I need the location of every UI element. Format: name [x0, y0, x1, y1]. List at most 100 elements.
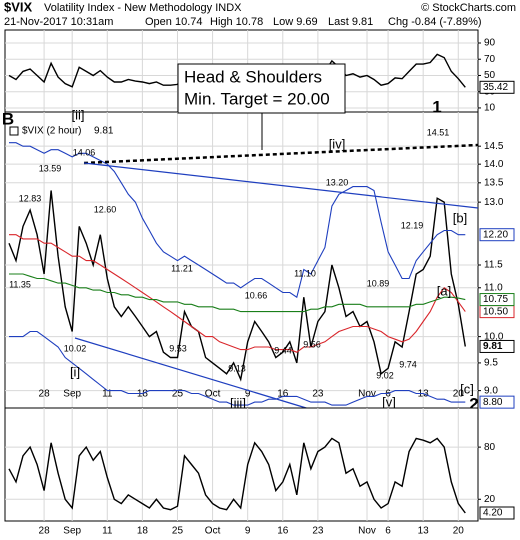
annotation: [ii] — [72, 107, 85, 122]
annotation: 12.83 — [19, 193, 42, 203]
trendline — [83, 162, 479, 209]
x-tick-label: 11 — [102, 389, 113, 400]
annotation: [iii] — [230, 395, 246, 410]
annotation: 2 — [469, 394, 478, 413]
annotation: [iv] — [329, 136, 346, 151]
callout-box — [177, 63, 346, 114]
y-tick-label: 20 — [484, 494, 496, 505]
annotation: 9.56 — [303, 339, 321, 349]
y-tick-label: 9.0 — [484, 385, 498, 396]
x-tick-label: 18 — [137, 526, 149, 537]
annotation: [i] — [70, 364, 80, 379]
legend-value: 9.81 — [94, 126, 114, 137]
y-tick-label: 80 — [484, 442, 496, 453]
last-value-box — [479, 80, 515, 94]
x-tick-label: 6 — [385, 389, 391, 400]
annotation: 1 — [432, 97, 441, 116]
y-tick-label: 14.5 — [484, 141, 504, 152]
series-line — [9, 234, 466, 353]
last-value-box — [479, 293, 515, 307]
callout-text: Head & Shoulders — [184, 67, 322, 86]
annotation: [a] — [437, 283, 451, 298]
annotation: 14.06 — [73, 147, 96, 157]
credit: © StockCharts.com — [421, 2, 516, 14]
series-line — [9, 330, 466, 406]
series-line — [9, 142, 466, 299]
last-value-label: 9.81 — [483, 341, 503, 352]
high: High 10.78 — [210, 16, 263, 28]
symbol: $VIX — [4, 0, 33, 14]
open: Open 10.74 — [145, 16, 203, 28]
y-tick-label: 70 — [484, 54, 496, 65]
last-value-label: 12.20 — [483, 229, 508, 240]
last-value-label: 8.80 — [483, 397, 503, 408]
last-value-box — [479, 395, 515, 409]
last-value-label: 10.50 — [483, 306, 508, 317]
annotation: 11.10 — [294, 268, 316, 278]
annotation: 9.02 — [376, 370, 394, 380]
x-tick-label: 25 — [172, 389, 184, 400]
low: Low 9.69 — [273, 16, 318, 28]
timestamp: 21-Nov-2017 10:31am — [4, 16, 113, 28]
x-tick-label: Sep — [63, 389, 81, 400]
x-tick-label: Nov — [358, 389, 376, 400]
annotation: [c] — [460, 381, 474, 396]
y-tick-label: 90 — [484, 38, 496, 49]
index-name: Volatility Index - New Methodology INDX — [44, 2, 242, 14]
neckline — [83, 143, 479, 165]
series-line — [9, 273, 466, 313]
y-tick-label: 13.0 — [484, 197, 504, 208]
annotation: 13.20 — [326, 177, 349, 187]
x-tick-label: 25 — [172, 526, 184, 537]
annotation: [b] — [453, 210, 467, 225]
last-value-label: 35.42 — [483, 82, 508, 93]
x-tick-label: 6 — [385, 526, 391, 537]
y-tick-label: 10 — [484, 103, 496, 114]
x-tick-label: 28 — [39, 389, 51, 400]
x-tick-label: 23 — [312, 389, 324, 400]
annotation: 13.59 — [39, 163, 62, 173]
x-tick-label: Oct — [205, 526, 221, 537]
y-tick-label: 10.0 — [484, 331, 504, 342]
annotation: B — [2, 109, 14, 128]
x-tick-label: 16 — [277, 389, 289, 400]
last: Last 9.81 — [328, 16, 373, 28]
x-tick-label: Nov — [358, 526, 376, 537]
annotation: 14.51 — [427, 127, 450, 137]
annotation: 10.89 — [367, 278, 390, 288]
annotation: 9.13 — [228, 363, 246, 373]
last-value-label: 10.75 — [483, 294, 508, 305]
annotation: 11.35 — [9, 279, 31, 289]
last-value-label: 4.20 — [483, 508, 503, 519]
x-tick-label: 28 — [39, 526, 51, 537]
series-line — [8, 190, 466, 382]
series-line — [8, 437, 466, 514]
legend-label: $VIX (2 hour) — [22, 126, 81, 137]
x-tick-label: Oct — [205, 389, 221, 400]
legend-icon — [9, 126, 19, 136]
annotation: 9.74 — [399, 359, 417, 369]
annotation: 12.19 — [401, 220, 424, 230]
x-tick-label: 9 — [245, 389, 251, 400]
change: Chg -0.84 (-7.89%) — [388, 16, 482, 28]
annotation: 9.53 — [169, 343, 187, 353]
x-tick-label: 20 — [453, 526, 465, 537]
x-tick-label: Sep — [63, 526, 81, 537]
x-tick-label: 16 — [277, 526, 289, 537]
x-tick-label: 20 — [453, 389, 465, 400]
y-tick-label: 14.0 — [484, 159, 504, 170]
y-tick-label: 13.5 — [484, 177, 504, 188]
y-tick-label: 11.5 — [484, 260, 503, 271]
last-value-box — [479, 506, 515, 520]
last-value-box — [479, 228, 515, 242]
y-tick-label: 11.0 — [484, 282, 503, 293]
annotation: 9.44 — [274, 345, 292, 355]
x-tick-label: 11 — [102, 526, 113, 537]
x-tick-label: 9 — [245, 526, 251, 537]
annotation: 11.21 — [171, 263, 193, 273]
x-tick-label: 13 — [418, 526, 430, 537]
annotation: 10.66 — [245, 290, 268, 300]
x-tick-label: 18 — [137, 389, 149, 400]
